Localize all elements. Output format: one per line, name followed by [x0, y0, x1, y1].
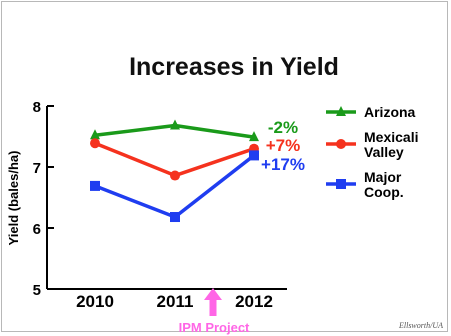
series-mexicali-valley [90, 138, 259, 181]
series-arizona [90, 119, 259, 142]
legend-label: Mexicali Valley [364, 129, 418, 160]
series-line [94, 154, 256, 219]
legend-item: Arizona [326, 104, 416, 120]
data-point-square [336, 179, 346, 189]
data-point-circle [170, 170, 180, 181]
y-axis-label: Yield (bales/ha) [6, 151, 21, 246]
y-ticks: 5 6 7 8 [33, 99, 54, 299]
data-point-triangle [249, 131, 259, 142]
credit-label: Ellsworth/UA [398, 321, 443, 330]
legend-label: Arizona [364, 104, 416, 120]
y-tick-label: 6 [33, 221, 41, 238]
legend-label: Major Coop. [364, 169, 404, 200]
legend-item: Major Coop. [326, 169, 404, 200]
chart-title: Increases in Yield [129, 53, 339, 81]
ipm-arrow [204, 288, 222, 316]
data-point-square [90, 180, 100, 191]
data-point-circle [90, 138, 100, 149]
legend-item: Mexicali Valley [326, 129, 418, 160]
change-label: +7% [266, 136, 301, 155]
series-layer [90, 119, 259, 223]
legend: Arizona Mexicali Valley Major Coop. [326, 104, 418, 200]
y-tick-label: 5 [33, 282, 41, 299]
x-tick-label: 2012 [235, 292, 273, 311]
change-label: +17% [261, 155, 305, 174]
change-labels: -2%+7%+17% [261, 118, 305, 174]
x-tick-label: 2010 [76, 292, 114, 311]
y-tick-label: 8 [33, 99, 41, 116]
data-point-triangle [170, 119, 180, 130]
series-major-coop [90, 150, 259, 223]
ipm-project-label: IPM Project [179, 320, 250, 335]
data-point-triangle [90, 129, 100, 140]
data-point-square [170, 212, 180, 223]
data-point-triangle [336, 106, 346, 116]
change-label: -2% [268, 118, 298, 137]
data-point-square [249, 150, 259, 161]
arrow-up-icon [204, 288, 222, 316]
x-tick-label: 2011 [157, 292, 194, 311]
x-ticks: 2010 2011 2012 [76, 292, 273, 311]
y-tick-label: 7 [33, 160, 41, 177]
data-point-circle [336, 139, 346, 149]
